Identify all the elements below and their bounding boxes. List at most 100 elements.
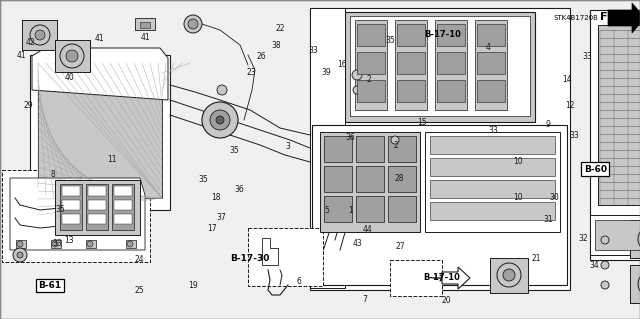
- Bar: [430, 180, 555, 198]
- Text: 35: 35: [229, 146, 239, 155]
- Bar: [126, 240, 136, 248]
- Bar: [324, 166, 352, 192]
- Text: 4: 4: [485, 43, 490, 52]
- Bar: [345, 12, 535, 122]
- Text: 33: 33: [52, 239, 63, 248]
- Text: 44: 44: [362, 225, 372, 234]
- Text: 15: 15: [417, 118, 428, 127]
- Bar: [630, 220, 640, 258]
- Polygon shape: [32, 48, 168, 100]
- Bar: [86, 184, 108, 230]
- Bar: [357, 52, 385, 74]
- Circle shape: [210, 110, 230, 130]
- Circle shape: [601, 281, 609, 289]
- Text: 36: 36: [346, 133, 356, 142]
- Text: 43: 43: [352, 239, 362, 248]
- Bar: [62, 214, 80, 224]
- Circle shape: [52, 241, 58, 247]
- Circle shape: [216, 116, 224, 124]
- Text: 24: 24: [134, 256, 145, 264]
- Text: 36: 36: [234, 185, 244, 194]
- Bar: [595, 220, 640, 250]
- Bar: [88, 214, 106, 224]
- Bar: [62, 186, 80, 196]
- Bar: [60, 184, 82, 230]
- Text: 35: 35: [55, 205, 65, 214]
- Bar: [388, 166, 416, 192]
- Bar: [356, 196, 384, 222]
- Text: 29: 29: [23, 101, 33, 110]
- Bar: [435, 20, 467, 110]
- Text: 1: 1: [348, 206, 353, 215]
- Bar: [357, 80, 385, 102]
- Circle shape: [353, 86, 361, 94]
- Bar: [477, 24, 505, 46]
- Circle shape: [66, 50, 78, 62]
- Text: 6: 6: [296, 277, 301, 286]
- Bar: [55, 180, 140, 235]
- Bar: [16, 240, 26, 248]
- Circle shape: [391, 136, 399, 144]
- Circle shape: [352, 70, 362, 80]
- Text: B-17-30: B-17-30: [230, 254, 269, 263]
- Text: 37: 37: [216, 213, 227, 222]
- Bar: [38, 63, 162, 198]
- Circle shape: [601, 261, 609, 269]
- Circle shape: [601, 236, 609, 244]
- Bar: [248, 228, 323, 286]
- Bar: [395, 20, 427, 110]
- Bar: [630, 265, 640, 303]
- Text: FR.: FR.: [600, 12, 621, 22]
- Bar: [397, 52, 425, 74]
- Bar: [357, 24, 385, 46]
- Bar: [88, 186, 106, 196]
- Bar: [437, 52, 465, 74]
- Bar: [86, 240, 96, 248]
- Text: 42: 42: [26, 38, 36, 47]
- Bar: [112, 184, 134, 230]
- Text: 8: 8: [50, 170, 55, 179]
- Bar: [324, 196, 352, 222]
- Text: 41: 41: [95, 34, 105, 43]
- Text: 28: 28: [395, 174, 404, 183]
- Text: 2: 2: [393, 141, 398, 150]
- Bar: [388, 196, 416, 222]
- Bar: [88, 200, 106, 210]
- Text: 17: 17: [207, 224, 218, 233]
- Text: 10: 10: [513, 193, 524, 202]
- Bar: [114, 200, 132, 210]
- Bar: [397, 80, 425, 102]
- Bar: [140, 22, 150, 28]
- Bar: [114, 214, 132, 224]
- Text: 3: 3: [285, 142, 291, 151]
- Text: 39: 39: [321, 68, 332, 77]
- Text: 33: 33: [582, 52, 593, 61]
- Bar: [477, 80, 505, 102]
- Text: 33: 33: [570, 131, 580, 140]
- Bar: [51, 240, 61, 248]
- Bar: [388, 136, 416, 162]
- Bar: [62, 200, 80, 210]
- Text: B-17-10: B-17-10: [424, 273, 460, 283]
- Circle shape: [87, 241, 93, 247]
- Text: 11: 11: [108, 155, 116, 164]
- Polygon shape: [262, 238, 278, 265]
- Circle shape: [638, 226, 640, 252]
- Text: 2: 2: [366, 75, 371, 84]
- Circle shape: [30, 25, 50, 45]
- Text: 5: 5: [324, 206, 329, 215]
- Bar: [320, 132, 420, 232]
- Bar: [114, 186, 132, 196]
- Text: 7: 7: [362, 295, 367, 304]
- Bar: [490, 258, 528, 293]
- Bar: [30, 55, 170, 210]
- Text: STK4B1720B: STK4B1720B: [554, 15, 598, 20]
- Text: 41: 41: [141, 33, 151, 42]
- Bar: [135, 18, 155, 30]
- Polygon shape: [10, 178, 145, 250]
- Bar: [310, 8, 345, 288]
- Bar: [55, 40, 90, 72]
- Text: 31: 31: [543, 215, 553, 224]
- Circle shape: [35, 30, 45, 40]
- Text: B-60: B-60: [584, 165, 607, 174]
